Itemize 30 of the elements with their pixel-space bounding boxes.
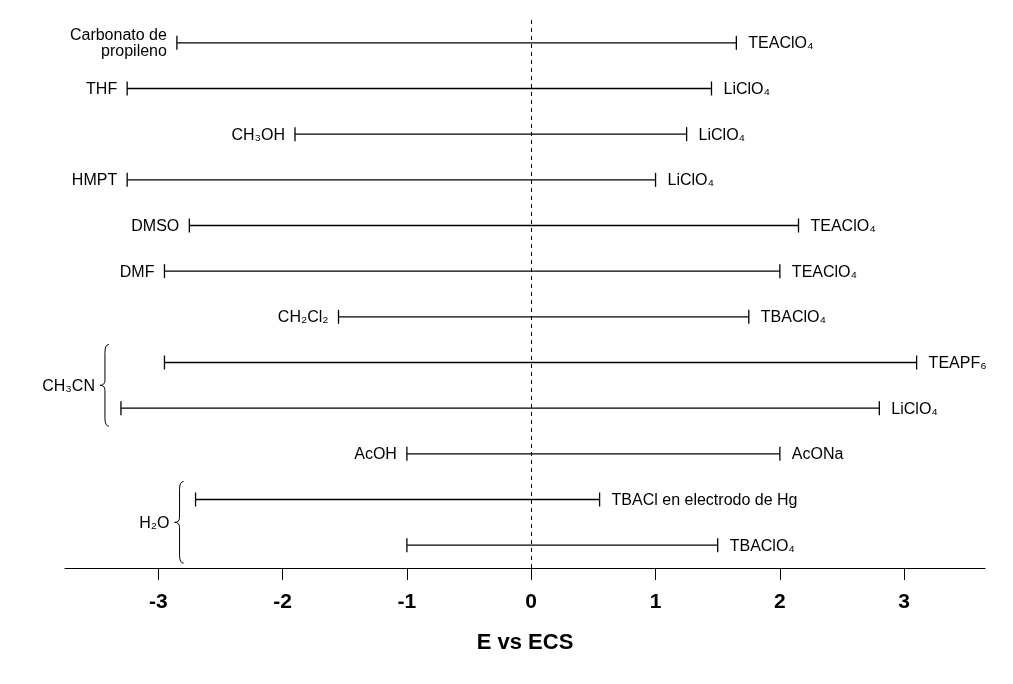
x-tick-label: 3 — [898, 589, 911, 612]
data-label: TEAPF₆ — [928, 354, 987, 371]
y-tick-label: Carbonato de propileno — [69, 26, 167, 60]
y-tick-label: THF — [86, 80, 118, 97]
y-tick-label: DMF — [119, 262, 155, 280]
data-label: TEAClO₄ — [748, 34, 814, 52]
x-tick-label: 1 — [649, 589, 662, 612]
annotation: H₂O — [139, 513, 170, 531]
x-tick-label: -3 — [148, 589, 168, 612]
data-label: AcONa — [791, 445, 844, 463]
data-label: LiClO₄ — [667, 171, 715, 189]
y-tick-label: CH₂Cl₂ — [277, 308, 329, 326]
y-tick-label: HMPT — [71, 171, 118, 189]
x-tick-label: -2 — [273, 589, 292, 612]
data-label: TBAClO₄ — [760, 308, 826, 326]
y-tick-label: DMSO — [131, 217, 180, 234]
data-label: TBAClO₄ — [729, 536, 795, 554]
data-label: LiClO₄ — [698, 125, 746, 143]
y-tick-label: AcOH — [354, 445, 397, 463]
data-label: LiClO₄ — [723, 80, 771, 97]
data-label: TBACl en electrodo de Hg — [611, 491, 798, 508]
x-tick-label: 0 — [525, 589, 538, 612]
annotation: CH₃CN — [42, 376, 95, 394]
x-axis-title: E vs ECS — [476, 628, 574, 654]
data-label: TEAClO₄ — [810, 217, 876, 234]
x-tick-label: 2 — [774, 589, 786, 612]
y-tick-label: CH₃OH — [231, 125, 285, 143]
data-label: TEAClO₄ — [791, 262, 858, 280]
x-tick-label: -1 — [397, 589, 417, 612]
data-label: LiClO₄ — [891, 399, 938, 417]
